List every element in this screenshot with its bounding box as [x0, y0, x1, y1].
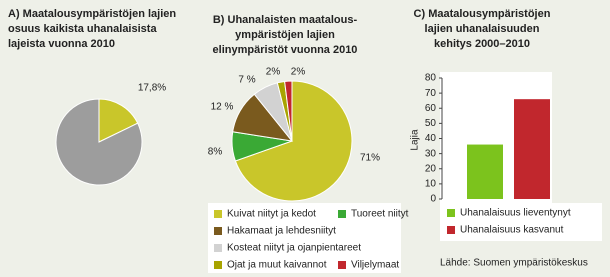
legend-swatch	[214, 210, 222, 218]
legend-label: Tuoreet niityt	[351, 209, 409, 220]
legend-swatch	[214, 244, 222, 252]
data-label: 2%	[266, 67, 281, 78]
legend-label: Uhanalaisuus lieventynyt	[460, 208, 571, 219]
chart-title: osuus kaikista uhanalaisista	[8, 23, 157, 35]
data-label: 7 %	[238, 75, 255, 86]
y-tick-label: 80	[425, 73, 437, 84]
legend-box	[208, 203, 401, 273]
chart-title: B) Uhanalaisten maatalous-	[213, 14, 358, 26]
legend-label: Ojat ja muut kaivannot	[227, 260, 327, 271]
y-tick-label: 0	[430, 194, 436, 205]
pie-slice	[98, 98, 139, 143]
chart-title: C) Maatalousympäristöjen	[414, 8, 551, 20]
bar	[467, 144, 503, 199]
data-label: 2%	[291, 67, 306, 78]
pie-slice	[284, 80, 293, 142]
legend-swatch	[447, 209, 455, 217]
legend-swatch	[338, 261, 346, 269]
source: Lähde: Suomen ympäristökeskus	[440, 258, 588, 269]
legend-swatch	[447, 226, 455, 234]
chart-title: lajien uhanalaisuuden	[425, 23, 540, 35]
chart-title: ympäristöjen lajien	[235, 29, 335, 41]
pie-slice	[55, 98, 143, 186]
y-axis-label: Lajia	[410, 129, 421, 151]
chart-title: kehitys 2000–2010	[434, 38, 530, 50]
data-label: 71%	[360, 153, 380, 164]
legend-label: Viljelymaat	[351, 260, 399, 271]
data-label: 17,8%	[138, 83, 166, 94]
y-tick-label: 60	[425, 103, 437, 114]
bar	[514, 99, 550, 199]
legend-label: Kosteat niityt ja ojanpientareet	[227, 243, 361, 254]
legend-label: Hakamaat ja lehdesniityt	[227, 226, 336, 237]
legend-label: Kuivat niityt ja kedot	[227, 209, 316, 220]
chart-title: lajeista vuonna 2010	[8, 38, 115, 50]
legend-swatch	[214, 261, 222, 269]
data-label: 12 %	[211, 102, 234, 113]
y-tick-label: 40	[425, 133, 437, 144]
chart-title: elinympäristöt vuonna 2010	[213, 44, 358, 56]
legend-swatch	[338, 210, 346, 218]
pie-slice	[234, 80, 353, 202]
data-label: 8%	[208, 147, 223, 158]
y-tick-label: 50	[425, 118, 437, 129]
y-tick-label: 20	[425, 163, 437, 174]
legend-box	[440, 203, 602, 241]
legend-swatch	[214, 227, 222, 235]
y-tick-label: 30	[425, 148, 437, 159]
chart-title: A) Maatalousympäristöjen lajien	[8, 8, 176, 20]
y-tick-label: 70	[425, 88, 437, 99]
legend-label: Uhanalaisuus kasvanut	[460, 225, 564, 236]
y-tick-label: 10	[425, 179, 437, 190]
